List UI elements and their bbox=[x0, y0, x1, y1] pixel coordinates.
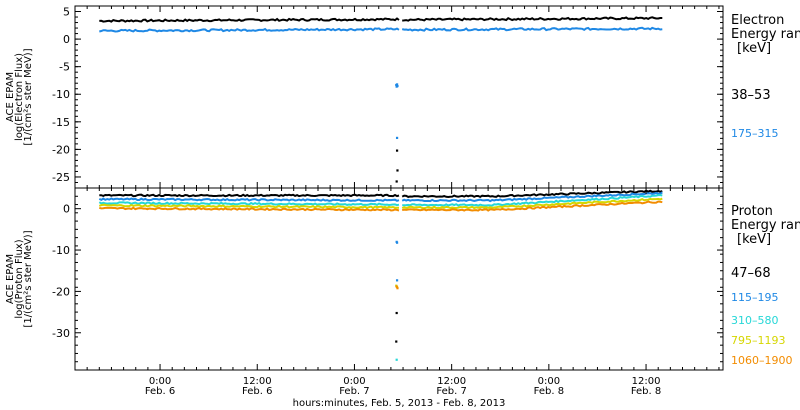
electron-legend-title-line1: Electron bbox=[731, 13, 785, 28]
electron-ytick-label: -5 bbox=[59, 61, 70, 74]
proton-legend-title-line1: Proton bbox=[731, 204, 773, 219]
x-tick-time-label: 12:00 bbox=[243, 376, 272, 387]
electron-ytick-label: -15 bbox=[52, 116, 70, 129]
proton-legend-47-68: 47–68 bbox=[731, 266, 771, 281]
proton-ytick-label: 0 bbox=[63, 203, 70, 216]
proton-series-2 bbox=[98, 193, 663, 361]
x-tick-time-label: 0:00 bbox=[343, 376, 365, 387]
electron-series-1-segment bbox=[401, 26, 663, 32]
proton-series-4-segment bbox=[401, 200, 663, 212]
proton-legend-title: Proton Energy ran [keV] bbox=[731, 205, 800, 247]
proton-ylabel-line1: ACE EPAM bbox=[5, 254, 16, 304]
proton-series-0-point bbox=[395, 311, 398, 315]
proton-ytick-label: -30 bbox=[52, 327, 70, 340]
proton-legend-title-line2: Energy ran bbox=[731, 218, 800, 233]
electron-ytick-label: -25 bbox=[52, 171, 70, 184]
proton-frame bbox=[74, 187, 724, 371]
x-tick-time-label: 12:00 bbox=[437, 376, 466, 387]
proton-legend-1060-1900: 1060–1900 bbox=[731, 354, 793, 367]
proton-series-4-point bbox=[396, 287, 399, 290]
x-tick-date-label: Feb. 8 bbox=[534, 386, 564, 397]
electron-series-1-point bbox=[395, 136, 399, 140]
proton-legend-115-195: 115–195 bbox=[731, 291, 779, 304]
proton-legend-310-580: 310–580 bbox=[731, 314, 779, 327]
electron-ytick-label: 5 bbox=[63, 6, 70, 19]
proton-series-1-point bbox=[395, 279, 399, 282]
x-tick-date-label: Feb. 7 bbox=[339, 386, 369, 397]
proton-series-1-segment bbox=[401, 191, 663, 203]
proton-series-2-point bbox=[395, 358, 398, 361]
proton-ytick-label: -10 bbox=[52, 244, 70, 257]
proton-series-3-segment bbox=[98, 203, 399, 210]
x-tick-date-label: Feb. 8 bbox=[631, 386, 661, 397]
proton-series-0 bbox=[99, 189, 663, 343]
proton-series-3-segment bbox=[401, 197, 663, 210]
x-tick-date-label: Feb. 7 bbox=[436, 386, 466, 397]
proton-ytick-label: -20 bbox=[52, 285, 70, 298]
proton-series-0-segment bbox=[99, 193, 400, 198]
x-axis-label: hours:minutes, Feb. 5, 2013 - Feb. 8, 20… bbox=[293, 398, 506, 409]
electron-ytick-label: -20 bbox=[52, 143, 70, 156]
electron-series-1 bbox=[99, 26, 663, 140]
electron-legend-38-53: 38–53 bbox=[731, 88, 771, 103]
proton-series-4-segment bbox=[99, 206, 400, 212]
x-tick-date-label: Feb. 6 bbox=[145, 386, 175, 397]
electron-legend-175-315: 175–315 bbox=[731, 127, 779, 140]
electron-legend-title-line2: Energy ran bbox=[731, 27, 800, 42]
electron-ylabel-line1: ACE EPAM bbox=[5, 72, 16, 122]
proton-series-0-point bbox=[395, 340, 398, 343]
electron-series-1-segment bbox=[99, 27, 400, 33]
electron-legend-title-line3: [keV] bbox=[737, 41, 772, 56]
proton-series-1-point bbox=[395, 241, 399, 244]
proton-ylabel-line3: [1/(cm²s ster MeV)] bbox=[23, 230, 34, 327]
proton-series-4 bbox=[99, 200, 663, 290]
proton-series-1-segment bbox=[98, 197, 400, 202]
x-tick-date-label: Feb. 6 bbox=[242, 386, 272, 397]
electron-ylabel-line2: log(Electron Flux) bbox=[14, 53, 25, 141]
electron-series-0 bbox=[99, 16, 663, 183]
electron-series-0-point bbox=[395, 180, 398, 183]
electron-series-0-point bbox=[395, 149, 399, 152]
proton-ylabel-line2: log(Proton Flux) bbox=[14, 239, 25, 318]
electron-legend-title: Electron Energy ran [keV] bbox=[731, 14, 800, 56]
proton-series-2-segment bbox=[98, 201, 400, 207]
electron-ytick-label: 0 bbox=[63, 33, 70, 46]
electron-series-0-point bbox=[396, 169, 399, 172]
proton-legend-795-1193: 795–1193 bbox=[731, 334, 786, 347]
x-tick-time-label: 0:00 bbox=[538, 376, 560, 387]
electron-ytick-label: -10 bbox=[52, 88, 70, 101]
electron-series-1-point bbox=[395, 83, 399, 86]
proton-series-0-segment bbox=[401, 189, 663, 199]
proton-series-4-point bbox=[395, 285, 398, 288]
x-tick-time-label: 12:00 bbox=[632, 376, 661, 387]
electron-series-0-segment bbox=[402, 16, 663, 22]
electron-ylabel-line3: [1/(cm²s ster MeV)] bbox=[23, 48, 34, 145]
electron-frame bbox=[74, 5, 724, 189]
electron-series-1-point bbox=[396, 84, 399, 88]
x-tick-time-label: 0:00 bbox=[149, 376, 171, 387]
proton-series-3 bbox=[98, 197, 663, 289]
electron-series-0-segment bbox=[99, 17, 400, 23]
proton-series-2-segment bbox=[402, 193, 663, 207]
proton-series-1 bbox=[98, 191, 663, 282]
proton-legend-title-line3: [keV] bbox=[737, 232, 772, 247]
